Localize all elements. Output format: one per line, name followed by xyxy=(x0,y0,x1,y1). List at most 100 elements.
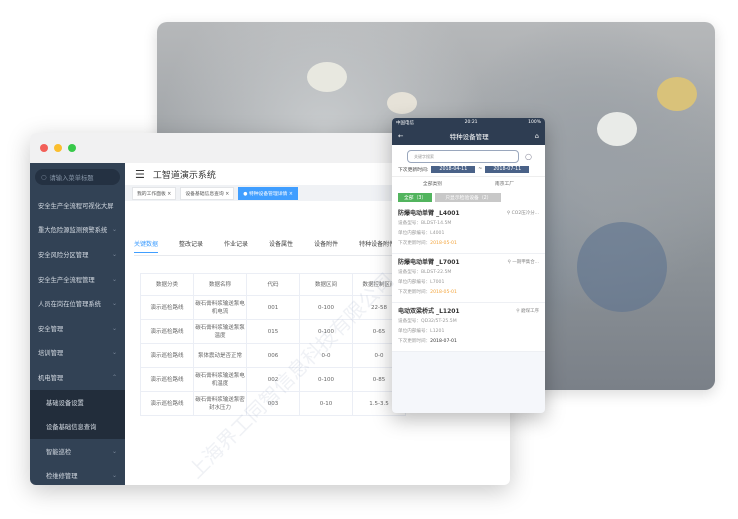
menu-label: 安全管理 xyxy=(38,325,64,333)
menu-label: 智能巡检 xyxy=(46,448,72,456)
model: 设备型号：BLDST-14.5M xyxy=(398,221,452,226)
menu-label: 安全生产全流程可视化大屏 xyxy=(38,202,114,210)
search-icon[interactable]: ○ xyxy=(525,151,532,161)
tab[interactable]: 整改记录 xyxy=(179,241,204,248)
menu-label: 重大危险源监测预警系统 xyxy=(38,227,108,235)
all-button[interactable]: 全部（3） xyxy=(398,193,433,202)
table-cell: 002 xyxy=(246,367,300,392)
table-cell: 003 xyxy=(246,391,300,416)
menu-label: 人员在岗在位管理系统 xyxy=(38,301,101,309)
table-row: 演示巡检路线 碳石膏料浆输送泵泵温度 015 0-100 0-65 xyxy=(140,319,406,344)
table-cell: 006 xyxy=(246,343,300,368)
update-date: 2018-07-01 xyxy=(430,339,457,344)
update-label: 下次更新时间： xyxy=(398,339,431,344)
sidebar-subitem[interactable]: 基础设备设置 xyxy=(30,389,125,415)
menu-label: 安全风险分区管理 xyxy=(38,251,89,259)
model: 设备型号：BLDST-22.5M xyxy=(398,270,452,275)
internal-code: 单位内部编号：L1201 xyxy=(398,329,445,334)
sidebar-item[interactable]: 安全生产全流程可视化大屏 xyxy=(30,193,125,218)
table-cell: 0-0 xyxy=(299,343,353,368)
hamburger-icon[interactable]: ☰ xyxy=(135,167,145,181)
update-label: 下次更新时间： xyxy=(398,290,431,295)
key-data-table: 数据分类 数据名称 代码 数据区间 数据控制区间 演示巡检路线 碳石膏料浆输送泵电机电流 00… xyxy=(140,273,406,416)
nav-tag[interactable]: 设备基础信息查询 × xyxy=(180,186,235,200)
mobile-app: 中国电信 20:21 100% ← 特种设备管理 ⌂ 关键字搜索 ○ 下次更新时间: 201… xyxy=(392,118,545,413)
sidebar-item[interactable]: 培训管理 ⌄ xyxy=(30,341,125,366)
update-date: 2018-05-01 xyxy=(430,290,457,295)
menu-label: 安全生产全流程管理 xyxy=(38,276,95,284)
keyword-search-input[interactable]: 关键字搜索 xyxy=(407,150,519,163)
table-row: 演示巡检路线 碳石膏料浆输送泵电机电流 001 0-100 22-58 xyxy=(140,295,406,320)
model: 设备型号：QD32/5T-25.5M xyxy=(398,319,457,324)
sidebar-item[interactable]: 重大危险源监测预警系统 ⌄ xyxy=(30,218,125,243)
equipment-card[interactable]: 防爆电动单臂 _L7001 ⚲ 一期甲集合... 设备型号：BLDST-22.5M… xyxy=(392,254,545,303)
equipment-name: 电动双梁桥式 _L1201 xyxy=(398,308,460,315)
sidebar-item[interactable]: 安全管理 ⌄ xyxy=(30,316,125,341)
table-cell: 015 xyxy=(246,319,300,344)
update-date: 2018-05-01 xyxy=(430,241,457,246)
factory-filter[interactable]: 南京工厂 xyxy=(494,182,515,187)
tab[interactable]: 作业记录 xyxy=(224,241,249,248)
location: ⚲ CO2压冷分... xyxy=(506,211,539,216)
tab[interactable]: 设备属性 xyxy=(269,241,294,248)
sidebar-item[interactable]: 机电管理 ⌃ xyxy=(30,365,125,390)
sidebar-item[interactable]: 安全风险分区管理 ⌄ xyxy=(30,242,125,267)
location-text: CO2压冷分... xyxy=(511,211,539,216)
table-cell: 碳石膏料浆输送泵泵温度 xyxy=(193,319,247,344)
location: ⚲ 一期甲集合... xyxy=(507,260,539,265)
table-cell: 0-100 xyxy=(299,367,353,392)
column-header: 代码 xyxy=(246,273,300,296)
inspection-only-button[interactable]: 只显示检验设备（2） xyxy=(435,193,502,202)
location-text: 一期甲集合... xyxy=(512,260,539,265)
sidebar-item[interactable]: 检维修管理 ⌄ xyxy=(30,464,125,485)
status-bar: 中国电信 20:21 100% xyxy=(392,118,545,127)
search-icon: ○ xyxy=(41,173,47,181)
equipment-name: 防爆电动单臂 _L7001 xyxy=(398,259,460,266)
table-cell: 001 xyxy=(246,295,300,320)
close-button[interactable] xyxy=(40,144,48,152)
table-cell: 泵体震动是否正常 xyxy=(193,343,247,368)
table-cell: 演示巡检路线 xyxy=(140,367,194,392)
nav-tag[interactable]: ● 特种设备管理详情 × xyxy=(238,186,298,200)
chevron-icon: ⌄ xyxy=(111,250,117,258)
sidebar-item[interactable]: 安全生产全流程管理 ⌄ xyxy=(30,267,125,292)
phone-title: 特种设备管理 xyxy=(449,133,489,141)
equipment-name: 防爆电动单臂 _L4001 xyxy=(398,210,460,217)
table-cell: 碳石膏料浆输送泵电机温度 xyxy=(193,367,247,392)
equipment-card[interactable]: 电动双梁桥式 _L1201 ⚲ 磨煤工序 设备型号：QD32/5T-25.5M 单位… xyxy=(392,303,545,352)
page-title: 工智道演示系统 xyxy=(152,170,216,181)
equipment-card[interactable]: 防爆电动单臂 _L4001 ⚲ CO2压冷分... 设备型号：BLDST-14.5… xyxy=(392,205,545,254)
table-cell: 演示巡检路线 xyxy=(140,319,194,344)
table-cell: 碳石膏料浆输送泵密封水压力 xyxy=(193,391,247,416)
internal-code: 单位内部编号：L7001 xyxy=(398,280,445,285)
sidebar-item[interactable]: 智能巡检 ⌄ xyxy=(30,439,125,464)
tab[interactable]: 特种设备附件 xyxy=(359,241,396,248)
sidebar-item[interactable]: 人员在岗在位管理系统 ⌄ xyxy=(30,291,125,316)
table-cell: 碳石膏料浆输送泵电机电流 xyxy=(193,295,247,320)
maximize-button[interactable] xyxy=(68,144,76,152)
menu-search-input[interactable]: ○ 请输入菜单标题 xyxy=(35,169,120,185)
back-icon[interactable]: ← xyxy=(398,132,404,140)
tab[interactable]: 设备附件 xyxy=(314,241,339,248)
table-cell: 演示巡检路线 xyxy=(140,295,194,320)
column-header: 数据区间 xyxy=(299,273,353,296)
column-header: 数据名称 xyxy=(193,273,247,296)
type-filter[interactable]: 全部类别 xyxy=(422,182,443,187)
chevron-icon: ⌄ xyxy=(111,472,117,480)
nav-tag[interactable]: 我的工作面板 × xyxy=(132,186,177,200)
home-icon[interactable]: ⌂ xyxy=(534,132,539,140)
update-label: 下次更新时间： xyxy=(398,241,431,246)
tab[interactable]: 关键数据 xyxy=(134,239,159,253)
chevron-icon: ⌄ xyxy=(111,300,117,308)
table-cell: 演示巡检路线 xyxy=(140,343,194,368)
battery: 100% xyxy=(528,120,541,125)
date-to[interactable]: 2018-07-11 xyxy=(485,166,530,173)
sidebar-subitem[interactable]: 设备基础信息查询 xyxy=(30,414,125,439)
time: 20:21 xyxy=(464,120,478,125)
chevron-icon: ⌄ xyxy=(111,349,117,357)
minimize-button[interactable] xyxy=(54,144,62,152)
search-placeholder: 请输入菜单标题 xyxy=(49,174,94,182)
carrier: 中国电信 xyxy=(396,120,414,126)
table-row: 演示巡检路线 碳石膏料浆输送泵密封水压力 003 0-10 1.5-3.5 xyxy=(140,391,406,416)
date-from[interactable]: 2018-04-11 xyxy=(431,166,476,173)
